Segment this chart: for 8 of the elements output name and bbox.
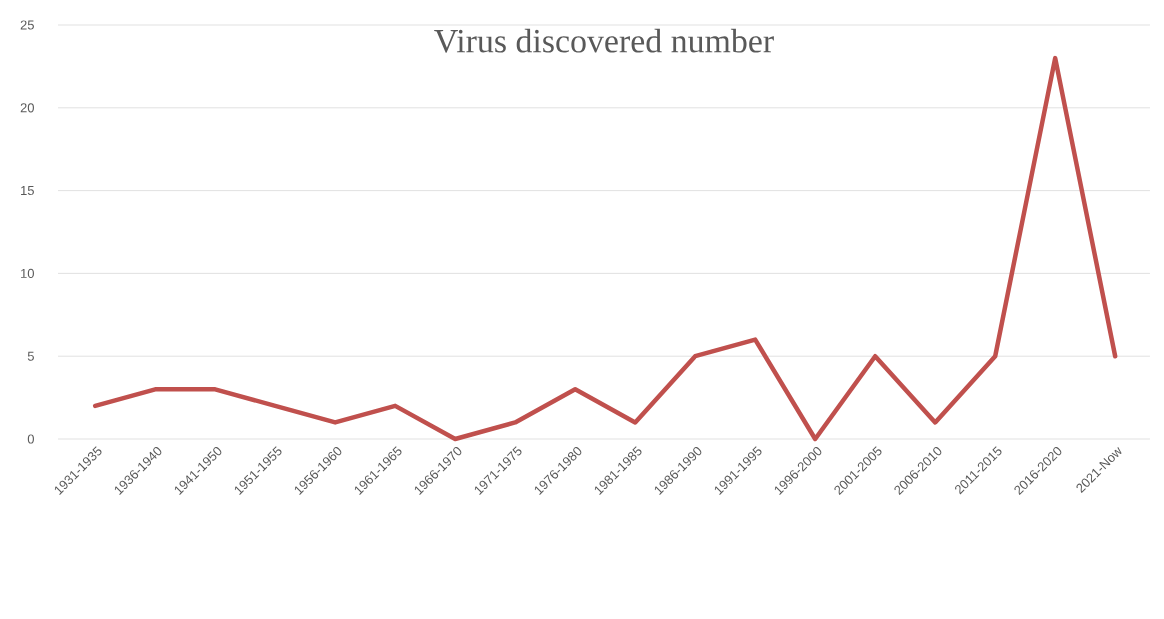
y-tick-label: 0 xyxy=(27,434,34,444)
y-tick-label: 20 xyxy=(20,103,34,113)
y-tick-label: 10 xyxy=(21,268,34,278)
y-tick-label: 15 xyxy=(21,186,34,196)
y-tick-label: 25 xyxy=(20,20,34,30)
chart-title: Virus discovered number xyxy=(434,28,774,53)
y-tick-label: 5 xyxy=(27,351,34,361)
line-series xyxy=(92,55,1118,442)
